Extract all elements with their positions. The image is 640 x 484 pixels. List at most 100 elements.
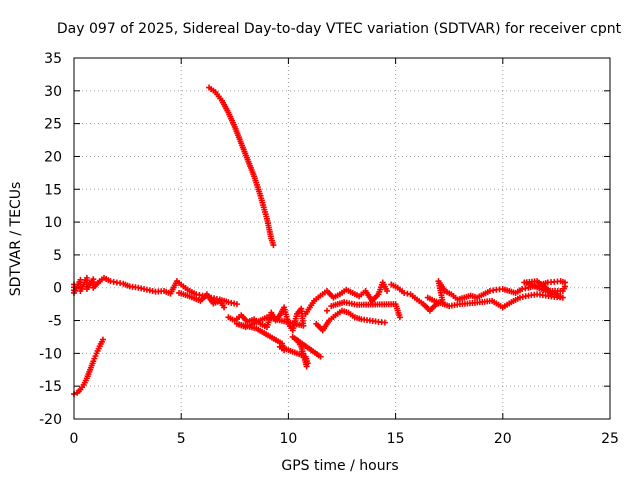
data-point-interp <box>440 286 447 293</box>
grid-lines <box>74 58 610 419</box>
data-point-interp <box>165 289 172 296</box>
data-points <box>71 84 568 398</box>
data-point-interp <box>182 291 189 298</box>
data-point-interp <box>95 345 102 352</box>
y-tick-label: -10 <box>39 346 62 362</box>
data-point-interp <box>231 300 238 307</box>
x-axis-label: GPS time / hours <box>281 458 398 474</box>
data-point-interp <box>545 286 552 293</box>
data-point-interp <box>210 87 217 94</box>
data-point-interp <box>490 287 497 294</box>
data-point-interp <box>237 138 244 145</box>
data-point-interp <box>478 292 485 299</box>
data-point-interp <box>105 277 112 284</box>
data-point-interp <box>191 290 198 297</box>
data-point-interp <box>250 171 257 178</box>
data-point-interp <box>372 318 379 325</box>
data-point-interp <box>542 280 549 287</box>
data-point-interp <box>382 285 389 292</box>
data-point-interp <box>243 154 250 161</box>
x-tick-label: 10 <box>279 431 297 447</box>
data-point-interp <box>95 279 102 286</box>
y-tick-label: 10 <box>44 215 62 231</box>
data-point-interp <box>539 292 546 299</box>
data-point-interp <box>298 345 305 352</box>
data-point-interp <box>263 213 270 220</box>
data-point-interp <box>184 286 191 293</box>
axis-ticks <box>73 57 611 420</box>
y-tick-label: 20 <box>44 149 62 165</box>
data-point-interp <box>514 295 521 302</box>
data-point-interp <box>429 296 436 303</box>
y-tick-label: 30 <box>44 84 62 100</box>
data-point-interp <box>392 283 399 290</box>
data-point-interp <box>516 287 523 294</box>
x-tick-label: 20 <box>494 431 512 447</box>
data-point-interp <box>431 302 438 309</box>
data-point-interp <box>132 284 139 291</box>
y-axis-label: SDTVAR / TECUs <box>8 182 24 297</box>
data-point-interp <box>334 292 341 299</box>
data-point-interp <box>399 288 406 295</box>
data-point-interp <box>486 298 493 305</box>
y-tick-label: -20 <box>39 412 62 428</box>
data-point-interp <box>219 302 226 309</box>
data-point-interp <box>452 294 459 301</box>
data-point-interp <box>214 298 221 305</box>
data-point-interp <box>196 291 203 298</box>
data-point-interp <box>522 293 529 300</box>
x-tick-labels: 0 5 10 15 20 25 <box>70 431 619 447</box>
data-point-interp <box>79 384 86 391</box>
y-tick-label: -5 <box>48 314 62 330</box>
data-point-interp <box>522 285 529 292</box>
y-tick-label: 0 <box>53 281 62 297</box>
data-point-interp <box>506 300 513 307</box>
data-point-interp <box>224 107 231 114</box>
data-point-interp <box>404 290 411 297</box>
y-tick-label: 15 <box>44 182 62 198</box>
data-point-interp <box>110 278 117 285</box>
data-point-interp <box>267 233 274 240</box>
data-point-interp <box>557 288 564 295</box>
data-point-interp <box>418 299 425 306</box>
y-tick-label: -15 <box>39 379 62 395</box>
data-point-interp <box>396 312 403 319</box>
data-point-interp <box>315 294 322 301</box>
data-point-interp <box>330 314 337 321</box>
data-point-interp <box>343 309 350 316</box>
data-point <box>323 307 330 314</box>
x-tick-label: 15 <box>387 431 405 447</box>
data-point-interp <box>315 352 322 359</box>
data-point-interp <box>86 368 93 375</box>
data-point-interp <box>75 388 82 395</box>
data-point-interp <box>141 286 148 293</box>
data-point-interp <box>347 288 354 295</box>
x-tick-label: 0 <box>70 431 79 447</box>
data-point-interp <box>531 291 538 298</box>
data-point-interp <box>496 286 503 293</box>
data-point-interp <box>309 300 316 307</box>
data-point-interp <box>446 290 453 297</box>
plot-frame <box>73 57 611 420</box>
data-point-interp <box>554 278 561 285</box>
data-point-interp <box>373 292 380 299</box>
data-point-interp <box>256 190 263 197</box>
data-point-interp <box>548 279 555 286</box>
data-point-interp <box>305 306 312 313</box>
data-point-interp <box>117 280 124 287</box>
data-point-interp <box>98 338 105 345</box>
data-point-interp <box>158 288 165 295</box>
y-tick-label: 25 <box>44 117 62 133</box>
data-point-interp <box>223 298 230 305</box>
y-tick-label: 5 <box>53 248 62 264</box>
data-point-interp <box>124 282 131 289</box>
data-point-interp <box>560 285 567 292</box>
data-point-interp <box>82 377 89 384</box>
data-point-interp <box>188 294 195 301</box>
data-point-interp <box>92 352 99 359</box>
data-point-interp <box>209 298 216 305</box>
data-point-interp <box>149 288 156 295</box>
y-tick-labels: -20 -15 -10 -5 0 5 10 15 20 25 30 35 <box>39 51 62 428</box>
